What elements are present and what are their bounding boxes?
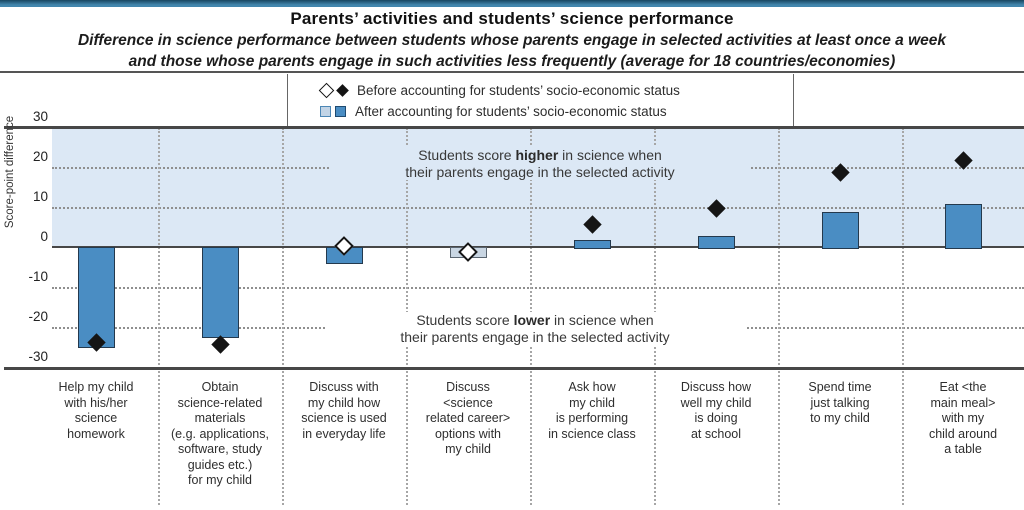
annotation-text: in science when	[550, 312, 654, 328]
gridline-vertical	[778, 128, 780, 505]
chart-title: Parents’ activities and students’ scienc…	[290, 9, 734, 28]
legend-item-before: Before accounting for students’ socio-ec…	[318, 80, 680, 101]
gridline-vertical	[282, 128, 284, 505]
bar	[697, 236, 735, 249]
category-label: Discuss <science related career> options…	[425, 380, 511, 456]
positive-region-shade	[52, 128, 1024, 248]
dark-square-icon	[335, 106, 346, 117]
annotation-text: Students score	[418, 147, 516, 163]
category-label: Help my child with his/her science homew…	[58, 380, 134, 441]
category-label: Spend time just talking to my child	[808, 380, 872, 425]
y-tick-label: -30	[28, 349, 48, 364]
header-divider	[0, 71, 1024, 73]
bar	[573, 240, 611, 249]
legend-label-before: Before accounting for students’ socio-ec…	[357, 83, 680, 98]
annotation-bold-word: lower	[513, 312, 551, 328]
y-tick-label: -20	[28, 309, 48, 324]
gridline-vertical	[158, 128, 160, 505]
y-tick-label: -10	[28, 269, 48, 284]
bar	[944, 204, 982, 249]
annotation-text: Students score	[416, 312, 514, 328]
y-tick-label: 30	[32, 109, 48, 124]
axis-line-bottom	[4, 367, 1024, 370]
annotation-text: in science when	[558, 147, 662, 163]
gridline-horizontal	[52, 207, 1024, 209]
annotation-text: their parents engage in the selected act…	[405, 163, 675, 180]
annotation-bold-word: higher	[515, 147, 559, 163]
annotation-score-higher: Students score higher in science when th…	[330, 147, 750, 180]
category-label: Discuss with my child how science is use…	[301, 380, 387, 441]
y-axis-title: Score-point difference	[4, 115, 16, 229]
bar	[77, 247, 115, 348]
y-tick-label: 10	[32, 189, 48, 204]
category-label: Eat <the main meal> with my child around…	[928, 380, 998, 456]
light-square-icon	[320, 106, 331, 117]
axis-line-zero	[52, 246, 1024, 248]
annotation-score-lower: Students score lower in science when the…	[325, 312, 745, 345]
gridline-horizontal	[52, 287, 1024, 289]
y-tick-label: 20	[32, 149, 48, 164]
category-label: Discuss how well my child is doing at sc…	[680, 380, 752, 441]
top-banner	[0, 0, 1024, 7]
category-label: Obtain science-related materials (e.g. a…	[171, 380, 269, 487]
legend-item-after: After accounting for students’ socio-eco…	[318, 101, 680, 122]
bar	[821, 212, 859, 249]
axis-line-top	[4, 126, 1024, 129]
bar	[201, 247, 239, 338]
legend: Before accounting for students’ socio-ec…	[318, 80, 680, 122]
legend-divider-right	[793, 74, 794, 127]
chart-subtitle: Difference in science performance betwee…	[77, 32, 947, 70]
y-tick-label: 0	[40, 229, 48, 244]
legend-label-after: After accounting for students’ socio-eco…	[355, 104, 667, 119]
legend-divider-left	[287, 74, 288, 127]
annotation-text: their parents engage in the selected act…	[400, 328, 670, 345]
category-label: Ask how my child is performing in scienc…	[548, 380, 636, 441]
gridline-vertical	[902, 128, 904, 505]
